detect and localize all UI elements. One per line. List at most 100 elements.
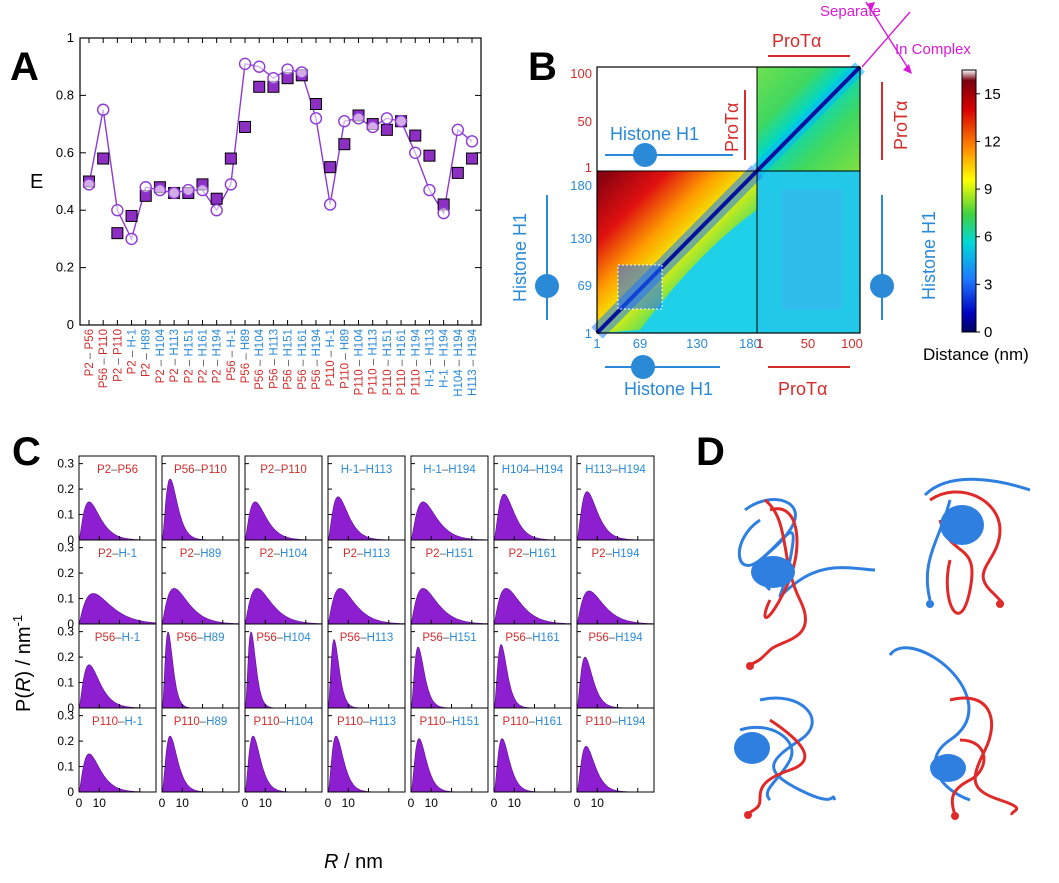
x-tick-label: 10 — [591, 796, 605, 810]
x-category-label: P56 – H89 — [240, 329, 252, 383]
distribution-area — [327, 588, 406, 625]
globular-domain — [940, 505, 984, 545]
simulation-point — [409, 146, 422, 160]
distribution-subplot: H104–H194 — [493, 455, 572, 541]
distribution-subplot: H-1–H113 — [327, 455, 406, 541]
distribution-area — [78, 593, 157, 625]
simulation-point — [323, 198, 337, 211]
simulation-point — [224, 178, 238, 191]
separate-label: Separate — [820, 3, 881, 20]
histone-globule-bottom — [631, 355, 655, 379]
distribution-area — [244, 735, 322, 793]
pair-label: P2–P110 — [260, 464, 307, 476]
distribution-area — [410, 738, 488, 793]
x-category-label: H-1 – H113 — [424, 329, 436, 387]
distribution-subplot: P110–H194 0 10 — [574, 707, 655, 810]
simulation-point — [238, 57, 252, 71]
y-tick-label: 0.3 — [57, 625, 74, 639]
x-category-label: P2 – P56 — [84, 329, 96, 376]
simulation-point — [111, 203, 124, 217]
y-tick-label: 0 — [67, 533, 74, 547]
x-tick-label: 10 — [93, 796, 107, 810]
histone-chain — [739, 725, 794, 802]
colorbar-tick-label: 6 — [984, 229, 992, 246]
distribution-area — [576, 590, 655, 625]
x-category-label: P56 – H161 — [297, 329, 309, 390]
prota-label-top: ProTα — [772, 31, 821, 51]
pair-label: P56–P110 — [174, 464, 227, 476]
histone-label-bottom: Histone H1 — [624, 379, 713, 399]
simulation-point — [210, 203, 223, 217]
y-tick-label: 0 — [67, 617, 74, 631]
simulation-point — [167, 186, 181, 200]
experiment-point — [111, 227, 124, 240]
x-category-label: P110 – H161 — [396, 329, 408, 395]
pair-label: P2–H151 — [426, 548, 474, 560]
distribution-subplot: P2–H104 — [244, 539, 323, 625]
simulation-point — [394, 115, 408, 128]
y-axis-title-c: P(R) / nm-1 — [10, 615, 35, 712]
pair-label: P110–H89 — [174, 716, 228, 728]
simulation-point — [82, 178, 96, 191]
distribution-subplot: P56–H113 — [327, 623, 406, 709]
prota-label-bottom: ProTα — [778, 379, 827, 399]
pair-label: H-1–H113 — [341, 464, 393, 476]
experiment-point — [466, 152, 478, 165]
x-category-label: P110 – H113 — [368, 329, 380, 394]
experiment-point — [125, 209, 138, 222]
distribution-subplot: P2–H194 — [576, 539, 655, 625]
distribution-subplot: P56–H104 — [244, 623, 323, 709]
simulation-point — [281, 63, 294, 76]
simulation-point — [182, 183, 195, 197]
prota-chain — [746, 718, 807, 816]
x-category-label: P56 – H194 — [311, 328, 323, 389]
pair-label: P110–H113 — [337, 716, 396, 728]
pair-label: P56–H113 — [340, 632, 394, 644]
experiment-point — [210, 192, 223, 205]
x-category-label: H-1 – H194 — [439, 328, 451, 387]
subplot-frame — [576, 707, 655, 793]
separate-arrow-head — [866, 2, 875, 10]
prota-chain — [763, 507, 799, 619]
x-category-label: P110 – H104 — [354, 328, 366, 395]
x-tick-label: 0 — [159, 796, 166, 810]
y-tick-label: 0.2 — [57, 566, 74, 580]
experiment-point — [451, 166, 464, 179]
histone-chain — [759, 696, 837, 801]
gh1-domain-contacts — [618, 265, 662, 309]
x-tick-prota: 100 — [841, 336, 863, 351]
subplot-frame — [327, 707, 406, 793]
pair-label: P110–H161 — [503, 716, 563, 728]
colorbar-tick-label: 12 — [984, 133, 1001, 150]
simulation-point — [437, 206, 450, 220]
pair-label: H104–H194 — [502, 464, 564, 476]
distribution-area — [493, 644, 571, 709]
pair-label: H113–H194 — [585, 464, 646, 476]
distribution-area — [161, 478, 239, 541]
pair-label: P110–H151 — [420, 716, 480, 728]
y-tick-prota: 1 — [585, 160, 592, 175]
colorbar-tick-label: 0 — [984, 324, 992, 341]
distribution-area — [327, 496, 405, 541]
distribution-subplot: P2–H151 — [410, 539, 489, 625]
colorbar-tick-label: 9 — [984, 181, 992, 198]
y-tick-label: 0.2 — [57, 734, 74, 748]
pair-label: P2–P56 — [97, 464, 138, 476]
experiment-point — [380, 123, 393, 136]
y-axis-title-a: E — [30, 171, 43, 193]
globular-domain — [734, 732, 770, 764]
colorbar-tick-label: 3 — [984, 276, 992, 293]
prota-chain — [938, 519, 974, 615]
prota-chain — [950, 738, 986, 816]
snapshot-3 — [734, 696, 837, 819]
simulation-point — [196, 183, 209, 197]
pair-label: P110–H-1 — [92, 716, 143, 728]
simulation-point — [465, 135, 479, 148]
x-tick-label: 10 — [425, 796, 439, 810]
prota-chain — [949, 696, 1018, 816]
prota-label-left: ProTα — [722, 103, 742, 152]
x-tick-label: 10 — [176, 796, 190, 810]
distribution-subplot: P110–H151 0 10 — [408, 707, 489, 810]
simulation-point — [352, 112, 365, 125]
y-tick-label: 0.4 — [56, 202, 74, 217]
